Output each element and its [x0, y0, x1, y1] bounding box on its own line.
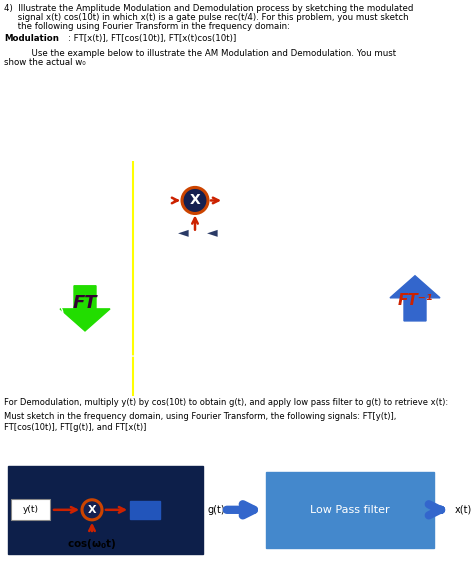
- Text: ω₀: ω₀: [397, 356, 408, 365]
- Text: Use the example below to illustrate the AM Modulation and Demodulation. You must: Use the example below to illustrate the …: [4, 49, 396, 58]
- Text: $\mathbf{cos(\omega_0 t)}$: $\mathbf{cos(\omega_0 t)}$: [67, 537, 117, 551]
- Polygon shape: [60, 286, 110, 331]
- Text: x(t): x(t): [455, 505, 472, 515]
- Text: 4)  Illustrate the Amplitude Modulation and Demodulation process by sketching th: 4) Illustrate the Amplitude Modulation a…: [4, 4, 413, 13]
- Text: the following using Fourier Transform in the frequency domain:: the following using Fourier Transform in…: [4, 22, 290, 31]
- Text: FT[cos(10t)], FT[g(t)], and FT[x(t)]: FT[cos(10t)], FT[g(t)], and FT[x(t)]: [4, 423, 146, 432]
- Text: FT: FT: [73, 294, 97, 312]
- Text: signal x(t) cos(10t) in which x(t) is a gate pulse rec(t/4). For this problem, y: signal x(t) cos(10t) in which x(t) is a …: [4, 13, 409, 22]
- Text: X: X: [88, 505, 96, 515]
- Text: Modulation: Modulation: [4, 34, 59, 43]
- Text: y(t)=x(t)cos($\omega_0$t): y(t)=x(t)cos($\omega_0$t): [295, 164, 384, 177]
- FancyBboxPatch shape: [8, 466, 203, 554]
- Text: ◄: ◄: [178, 226, 189, 239]
- Text: show the actual w₀: show the actual w₀: [4, 58, 86, 67]
- Text: Low Pass filter: Low Pass filter: [310, 505, 390, 515]
- Text: ω: ω: [468, 352, 474, 362]
- Text: x(t): x(t): [3, 162, 21, 171]
- Text: t: t: [466, 204, 469, 213]
- Circle shape: [82, 500, 102, 520]
- Text: g(t): g(t): [208, 505, 226, 515]
- Text: 1: 1: [25, 315, 30, 324]
- FancyBboxPatch shape: [130, 501, 160, 519]
- Circle shape: [182, 187, 208, 213]
- Polygon shape: [390, 276, 440, 321]
- Text: y(t): y(t): [23, 505, 39, 514]
- Text: : FT[x(t)], FT[cos(10t)], FT[x(t)cos(10t)]: : FT[x(t)], FT[cos(10t)], FT[x(t)cos(10t…: [68, 34, 236, 43]
- Text: ω: ω: [228, 352, 236, 362]
- FancyBboxPatch shape: [266, 471, 434, 548]
- Text: cos($\omega_0$t): cos($\omega_0$t): [171, 238, 219, 251]
- Text: -ω₀: -ω₀: [291, 356, 305, 365]
- Text: X(jω): X(jω): [37, 308, 65, 318]
- Text: x(t): x(t): [148, 195, 171, 205]
- Text: t: t: [120, 204, 123, 213]
- Text: X: X: [190, 194, 201, 208]
- Text: Y(jω): Y(jω): [345, 308, 373, 318]
- Text: Must sketch in the frequency domain, using Fourier Transform, the following sign: Must sketch in the frequency domain, usi…: [4, 412, 396, 421]
- Text: ◄: ◄: [207, 226, 218, 239]
- Text: y(t): y(t): [226, 195, 249, 205]
- Text: For Demodulation, multiply y(t) by cos(10t) to obtain g(t), and apply low pass f: For Demodulation, multiply y(t) by cos(1…: [4, 398, 448, 407]
- FancyBboxPatch shape: [11, 499, 51, 520]
- Text: FT⁻¹: FT⁻¹: [397, 293, 433, 308]
